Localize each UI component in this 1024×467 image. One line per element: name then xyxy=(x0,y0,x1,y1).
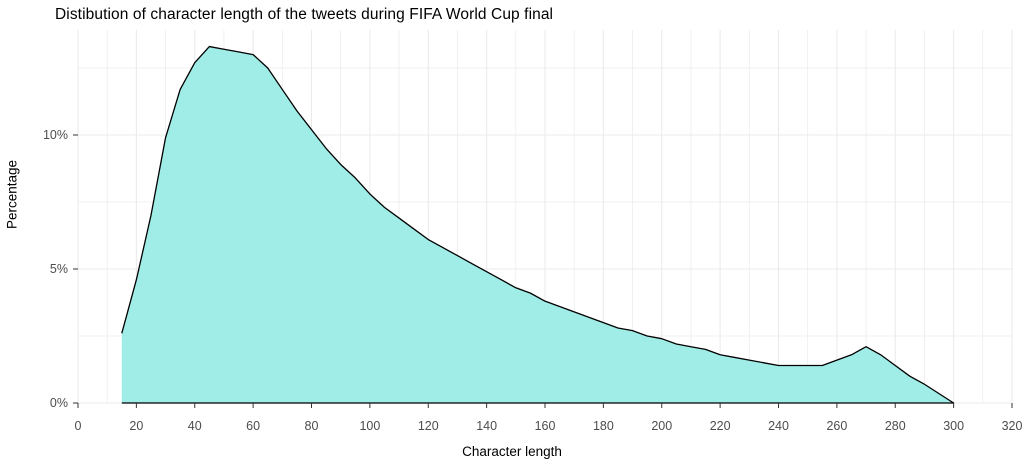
x-tick-label: 200 xyxy=(651,419,673,433)
area-outline xyxy=(121,45,955,404)
x-tick-label: 240 xyxy=(768,419,789,433)
x-tick-label: 120 xyxy=(417,419,439,433)
x-tick-marks xyxy=(77,403,1013,408)
x-tick-label: 180 xyxy=(592,419,614,433)
x-tick-label: 0 xyxy=(74,419,82,433)
chart-title: Distibution of character length of the t… xyxy=(55,6,554,23)
x-axis-title: Character length xyxy=(462,444,562,459)
x-tick-label: 300 xyxy=(943,419,965,433)
x-tick-label: 140 xyxy=(476,419,498,433)
area-series xyxy=(121,46,954,404)
y-axis-title: Percentage xyxy=(4,159,20,230)
y-tick-label: 0% xyxy=(49,396,68,410)
x-tick-label: 220 xyxy=(709,419,731,433)
x-tick-label: 320 xyxy=(1001,419,1023,433)
x-tick-label: 40 xyxy=(187,419,202,433)
x-tick-label: 280 xyxy=(884,419,906,433)
y-tick-label: 5% xyxy=(49,262,68,276)
x-tick-label: 20 xyxy=(129,419,144,433)
x-tick-label: 80 xyxy=(304,419,319,433)
x-tick-label: 160 xyxy=(534,419,556,433)
y-tick-label: 10% xyxy=(42,128,68,142)
x-tick-label: 60 xyxy=(246,419,261,433)
y-tick-marks xyxy=(73,134,78,404)
x-tick-label: 100 xyxy=(359,419,381,433)
x-tick-label: 260 xyxy=(826,419,848,433)
